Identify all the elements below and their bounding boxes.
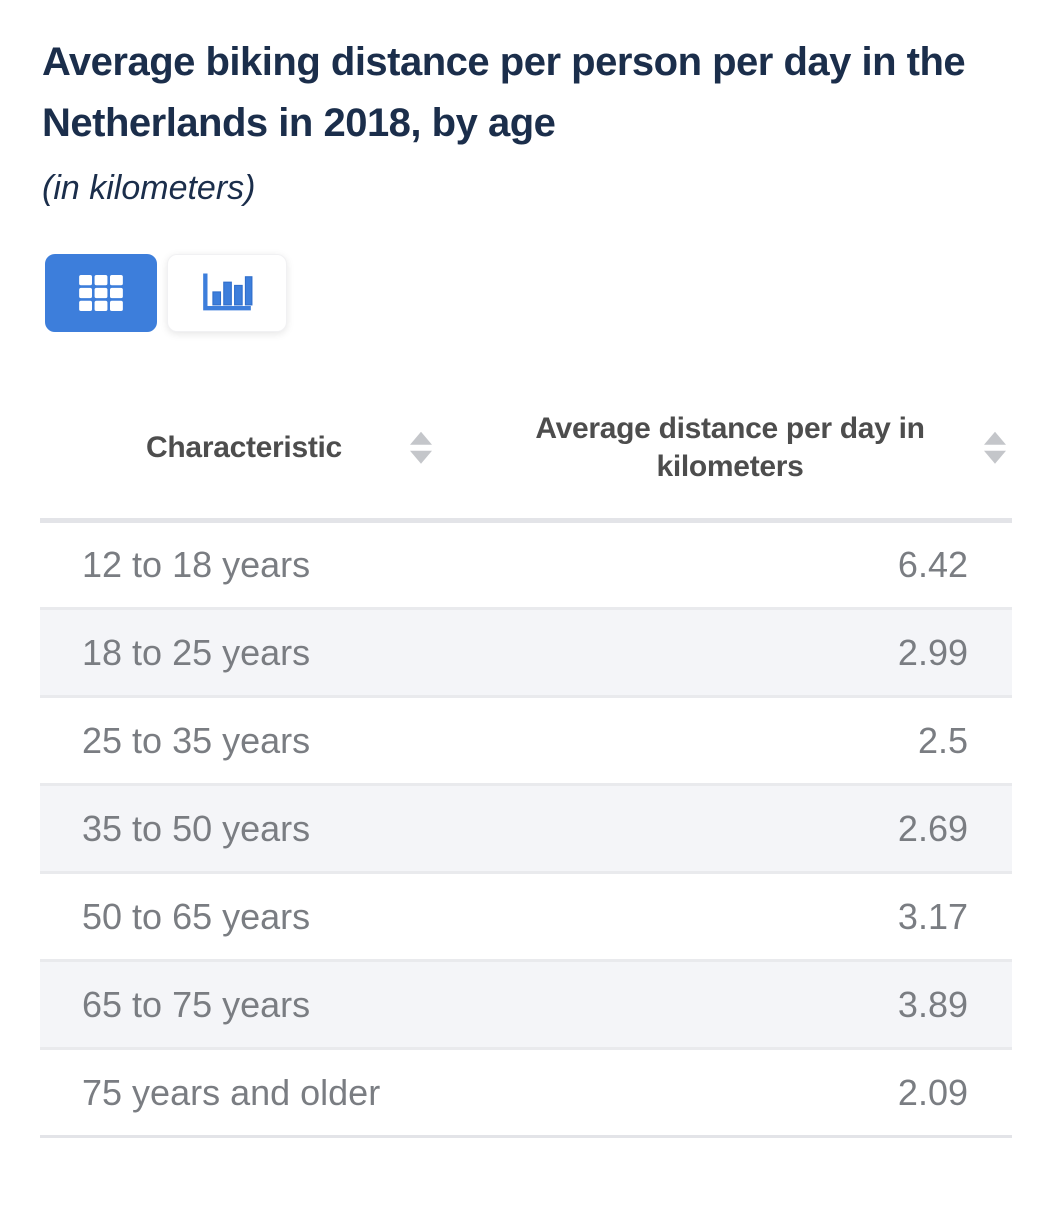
table-header-row: Characteristic Average distance per day …: [40, 384, 1012, 523]
row-characteristic: 25 to 35 years: [40, 695, 448, 785]
table-row: 75 years and older 2.09: [40, 1047, 1012, 1138]
page-subtitle: (in kilometers): [42, 169, 256, 207]
row-characteristic: 35 to 50 years: [40, 783, 448, 873]
row-characteristic: 50 to 65 years: [40, 871, 448, 961]
row-value: 6.42: [897, 544, 968, 585]
table-row: 50 to 65 years 3.17: [40, 871, 1012, 961]
view-toggle: [45, 254, 1012, 332]
column-header-value[interactable]: Average distance per day in kilometers: [448, 384, 1012, 523]
row-characteristic: 12 to 18 years: [82, 544, 311, 585]
sort-carets-icon[interactable]: [984, 431, 1006, 464]
table-row: 12 to 18 years 6.42: [40, 521, 1012, 609]
table-row: 18 to 25 years 2.99: [40, 607, 1012, 697]
row-value: 2.99: [448, 607, 1012, 697]
table-row: 25 to 35 years 2.5: [40, 695, 1012, 785]
column-header-label: Characteristic: [146, 431, 342, 464]
table-row: 65 to 75 years 3.89: [40, 959, 1012, 1049]
table-grid-icon: [79, 275, 123, 311]
page-title: Average biking distance per person per d…: [42, 40, 966, 145]
row-value: 2.69: [448, 783, 1012, 873]
table-body: 12 to 18 years 6.42 18 to 25 years 2.99 …: [40, 521, 1012, 1138]
row-characteristic: 75 years and older: [40, 1047, 448, 1138]
table-row: 35 to 50 years 2.69: [40, 783, 1012, 873]
statistic-widget: Average biking distance per person per d…: [0, 32, 1052, 1138]
chart-view-button[interactable]: [167, 254, 287, 332]
row-characteristic: 65 to 75 years: [40, 959, 448, 1049]
row-value: 3.89: [448, 959, 1012, 1049]
row-characteristic: 18 to 25 years: [40, 607, 448, 697]
row-value: 2.09: [448, 1047, 1012, 1138]
column-header-characteristic[interactable]: Characteristic: [40, 384, 448, 523]
data-table: Characteristic Average distance per day …: [40, 384, 1012, 1138]
sort-carets-icon[interactable]: [410, 431, 432, 464]
table-view-button[interactable]: [45, 254, 157, 332]
column-header-label: Average distance per day in kilometers: [535, 412, 925, 483]
row-value: 2.5: [448, 695, 1012, 785]
row-value: 3.17: [448, 871, 1012, 961]
bar-chart-icon: [201, 271, 253, 315]
